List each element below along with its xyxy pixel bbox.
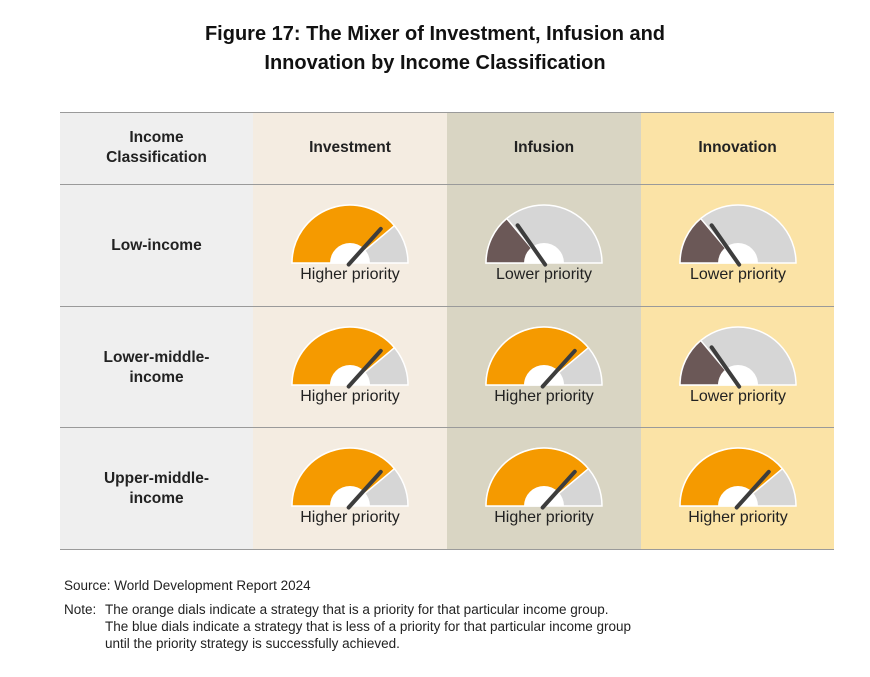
lower-priority-dial-icon — [679, 326, 797, 389]
dial-fill — [291, 447, 396, 507]
figure-title: Figure 17: The Mixer of Investment, Infu… — [0, 20, 870, 78]
header-infusion: Infusion — [513, 139, 575, 156]
priority-label: Lower priority — [495, 266, 593, 283]
dial-needle — [734, 469, 771, 510]
higher-priority-dial-icon — [291, 204, 409, 267]
cell-upper-middle-income-investment: Higher priority — [253, 428, 447, 548]
note-line-2: The blue dials indicate a strategy that … — [105, 619, 632, 634]
dial-hub — [524, 365, 564, 385]
header-income-classification-line-1: Income — [129, 129, 184, 146]
priority-label: Higher priority — [688, 509, 788, 526]
note-label: Note: — [64, 602, 97, 617]
priority-label: Lower priority — [689, 388, 787, 405]
cell-low-income-investment: Higher priority — [253, 185, 447, 305]
dial-needle — [346, 348, 383, 389]
divider-top — [60, 112, 834, 113]
note-text: The orange dials indicate a strategy tha… — [105, 601, 825, 652]
dial-hub — [330, 365, 370, 385]
dial-fill — [485, 326, 590, 386]
figure-title-line-1: Figure 17: The Mixer of Investment, Infu… — [204, 23, 666, 45]
dial-needle — [346, 469, 383, 510]
classification-column — [60, 112, 253, 550]
cell-upper-middle-income-infusion: Higher priority — [447, 428, 641, 548]
cell-low-income-innovation: Lower priority — [641, 185, 835, 305]
row-label-line: income — [129, 489, 184, 507]
divider-bottom — [60, 549, 834, 550]
note-line-1: The orange dials indicate a strategy tha… — [105, 602, 609, 617]
lower-priority-dial-icon — [485, 204, 603, 267]
cell-upper-middle-income-innovation: Higher priority — [641, 428, 835, 548]
priority-matrix: Income Classification Investment Infusio… — [60, 112, 834, 550]
dial-hub — [330, 486, 370, 506]
cell-lower-middle-income-infusion: Higher priority — [447, 307, 641, 427]
row-label-line: Lower-middle- — [103, 348, 210, 366]
priority-label: Higher priority — [300, 266, 400, 283]
dial-fill — [485, 447, 590, 507]
row-label-upper-middle-income: Upper-middle-income — [60, 428, 253, 549]
dial-hub — [718, 486, 758, 506]
dial-needle — [709, 345, 742, 389]
dial-needle — [515, 223, 548, 267]
priority-label: Higher priority — [494, 509, 594, 526]
row-label-line: Upper-middle- — [103, 469, 210, 487]
cell-low-income-infusion: Lower priority — [447, 185, 641, 305]
figure-title-line-2: Innovation by Income Classification — [264, 52, 606, 74]
header-innovation: Innovation — [698, 139, 777, 156]
divider-row-2 — [60, 427, 834, 428]
dial-hub — [524, 486, 564, 506]
header-income-classification: Income Classification — [60, 112, 253, 184]
cell-lower-middle-income-innovation: Lower priority — [641, 307, 835, 427]
dial-fill — [679, 447, 784, 507]
header-income-classification-line-2: Classification — [106, 149, 207, 166]
row-label-low-income: Low-income — [60, 185, 253, 306]
lower-priority-dial-icon — [679, 204, 797, 267]
row-label-lower-middle-income: Lower-middle-income — [60, 307, 253, 428]
dial-fill — [291, 326, 396, 386]
dial-fill — [291, 204, 396, 264]
dial-needle — [709, 223, 742, 267]
source-note: Source: World Development Report 2024 — [64, 578, 311, 593]
row-label-line: Low-income — [111, 236, 202, 254]
priority-label: Lower priority — [689, 266, 787, 283]
divider-header — [60, 184, 834, 185]
dial-needle — [540, 469, 577, 510]
dial-needle — [346, 226, 383, 267]
priority-label: Higher priority — [300, 388, 400, 405]
dial-hub — [330, 243, 370, 263]
divider-row-1 — [60, 306, 834, 307]
cell-lower-middle-income-investment: Higher priority — [253, 307, 447, 427]
higher-priority-dial-icon — [485, 447, 603, 510]
row-label-line: income — [129, 368, 184, 386]
dial-needle — [540, 348, 577, 389]
header-investment: Investment — [309, 139, 391, 156]
priority-label: Higher priority — [300, 509, 400, 526]
higher-priority-dial-icon — [291, 326, 409, 389]
higher-priority-dial-icon — [679, 447, 797, 510]
higher-priority-dial-icon — [485, 326, 603, 389]
priority-label: Higher priority — [494, 388, 594, 405]
note-line-3: until the priority strategy is successfu… — [105, 636, 400, 651]
higher-priority-dial-icon — [291, 447, 409, 510]
